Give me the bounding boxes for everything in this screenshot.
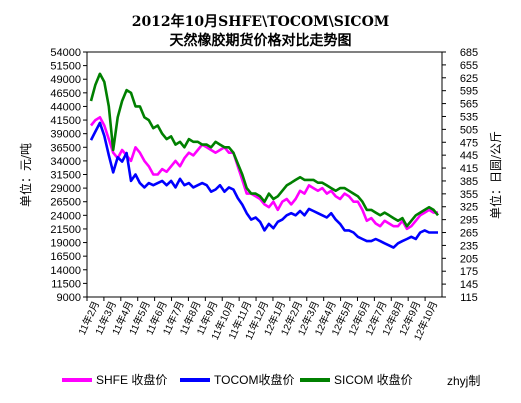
series-group bbox=[89, 72, 440, 249]
left-tick-label: 21500 bbox=[50, 224, 81, 236]
left-tick-label: 39000 bbox=[50, 129, 81, 141]
series-line-0 bbox=[89, 116, 438, 231]
left-tick-label: 54000 bbox=[50, 47, 81, 59]
left-tick-label: 19000 bbox=[50, 238, 81, 250]
legend-label-0: SHFE 收盘价 bbox=[96, 372, 167, 387]
right-axis: 1151451752052352652953253553854154454755… bbox=[442, 47, 478, 304]
right-tick-label: 295 bbox=[460, 215, 478, 227]
right-tick-label: 475 bbox=[460, 137, 478, 149]
left-tick-label: 29000 bbox=[50, 183, 81, 195]
right-tick-label: 625 bbox=[460, 73, 478, 85]
left-tick-label: 11500 bbox=[51, 278, 81, 290]
left-tick-label: 26500 bbox=[50, 197, 81, 209]
right-tick-label: 205 bbox=[460, 253, 478, 265]
left-axis-label: 单位：元/吨 bbox=[18, 143, 33, 207]
right-tick-label: 595 bbox=[460, 86, 478, 98]
right-tick-label: 565 bbox=[460, 99, 478, 111]
series-line-1 bbox=[89, 121, 438, 249]
left-tick-label: 41500 bbox=[50, 115, 81, 127]
chart-title-line-2: 天然橡胶期货价格对比走势图 bbox=[169, 33, 352, 49]
left-tick-label: 34000 bbox=[50, 156, 81, 168]
plot-frame bbox=[86, 51, 443, 298]
left-tick-label: 44000 bbox=[50, 101, 81, 113]
credit-text: zhyj制 bbox=[447, 374, 480, 388]
right-tick-label: 685 bbox=[460, 47, 478, 59]
right-tick-label: 385 bbox=[460, 176, 478, 188]
left-tick-label: 24000 bbox=[50, 210, 81, 222]
x-axis: 11年2月11年3月11年4月11年5月11年6月11年7月11年8月11年9月… bbox=[75, 297, 440, 343]
left-tick-label: 31500 bbox=[50, 170, 81, 182]
right-tick-label: 145 bbox=[460, 279, 478, 291]
right-tick-label: 235 bbox=[460, 240, 478, 252]
legend-label-2: SICOM 收盘价 bbox=[334, 372, 413, 387]
right-tick-label: 355 bbox=[460, 189, 478, 201]
left-tick-label: 51500 bbox=[50, 61, 81, 73]
legend-label-1: TOCOM收盘价 bbox=[214, 372, 294, 387]
right-tick-label: 175 bbox=[460, 266, 478, 278]
right-tick-label: 415 bbox=[460, 163, 478, 175]
right-axis-label: 单位：日圆/公斤 bbox=[488, 131, 503, 219]
left-tick-label: 36500 bbox=[50, 142, 81, 154]
left-tick-label: 16500 bbox=[50, 251, 81, 263]
right-tick-label: 115 bbox=[460, 292, 478, 304]
right-tick-label: 325 bbox=[460, 202, 478, 214]
left-tick-label: 14000 bbox=[50, 265, 81, 277]
chart-title-line-1: 2012年10月SHFE\TOCOM\SICOM bbox=[131, 14, 390, 30]
right-tick-label: 505 bbox=[460, 124, 478, 136]
right-tick-label: 265 bbox=[460, 228, 478, 240]
right-tick-label: 535 bbox=[460, 111, 478, 123]
left-tick-label: 46500 bbox=[50, 88, 81, 100]
right-tick-label: 445 bbox=[460, 150, 478, 162]
left-tick-label: 9000 bbox=[57, 292, 81, 304]
plot-area bbox=[86, 51, 443, 298]
series-line-2 bbox=[89, 72, 440, 228]
left-tick-label: 49000 bbox=[50, 74, 81, 86]
right-tick-label: 655 bbox=[460, 60, 478, 72]
legend: SHFE 收盘价 TOCOM收盘价 SICOM 收盘价 bbox=[62, 372, 413, 387]
